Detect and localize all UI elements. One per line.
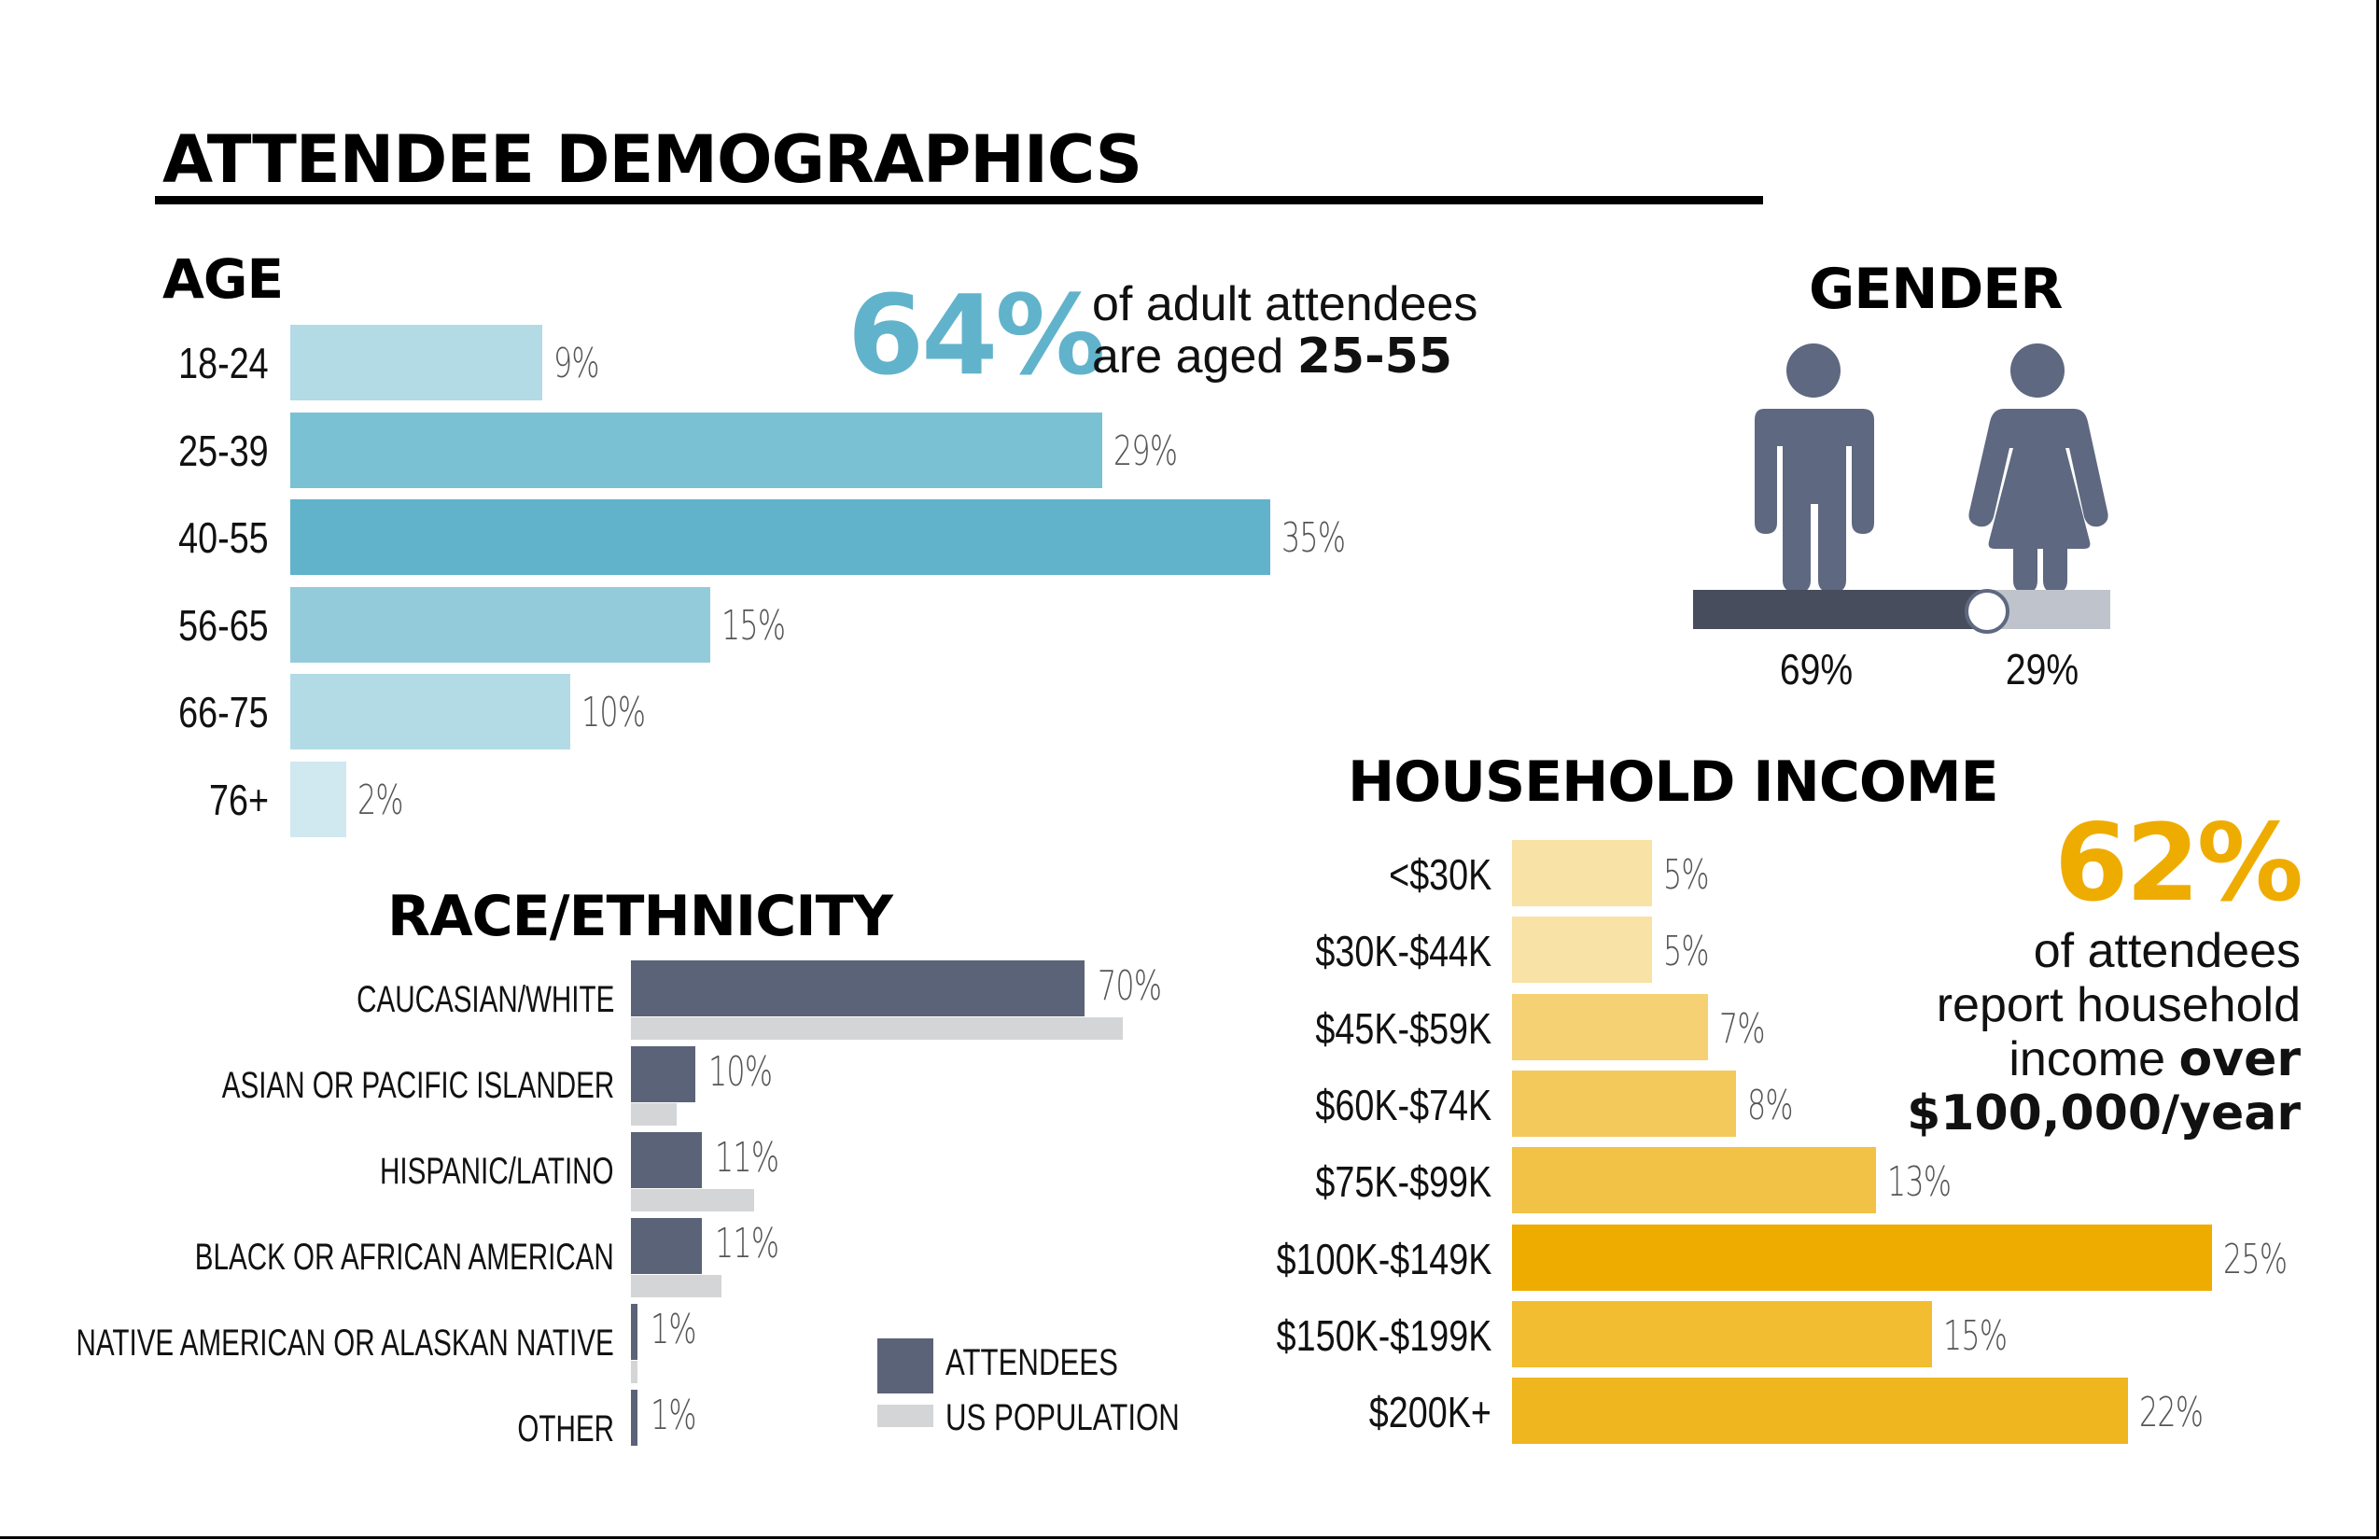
- age-callout-line2-prefix: are aged: [1092, 329, 1297, 384]
- age-bar-66-75: [290, 674, 570, 750]
- income-label-150k-199k: $150K-$199K: [1276, 1310, 1491, 1360]
- income-value-150k-199k: 15%: [1943, 1311, 2008, 1360]
- income-bar-30k: [1512, 840, 1652, 906]
- age-value-56-65: 15%: [721, 601, 786, 650]
- race-section-title: RACE/ETHNICITY: [387, 884, 893, 949]
- age-label-25-39: 25-39: [178, 426, 269, 475]
- age-label-40-55: 40-55: [178, 513, 269, 563]
- gender-split-marker: [1964, 589, 2009, 634]
- age-callout-value: 64%: [847, 271, 1105, 399]
- race-value-caucasian-white: 70%: [1097, 962, 1162, 1010]
- income-bar-75k-99k: [1512, 1147, 1876, 1214]
- income-bar-150k-199k: [1512, 1300, 1932, 1367]
- race-bar-attendees-asian-or-pacific-islander: [631, 1046, 696, 1102]
- age-bar-18-24: [290, 325, 542, 400]
- income-bar-45k-59k: [1512, 993, 1708, 1060]
- race-bar-attendees-other: [631, 1390, 637, 1446]
- race-bar-attendees-caucasian-white: [631, 960, 1085, 1016]
- race-bar-attendees-black-or-african-american: [631, 1218, 703, 1274]
- income-value-30k: 5%: [1663, 851, 1710, 899]
- legend-swatch-attendees: [877, 1338, 933, 1393]
- income-callout-line2: report household: [1936, 978, 2301, 1032]
- race-value-black-or-african-american: 11%: [715, 1220, 779, 1267]
- age-label-66-75: 66-75: [178, 688, 269, 737]
- income-value-75k-99k: 13%: [1887, 1158, 1952, 1207]
- age-label-56-65: 56-65: [178, 600, 269, 650]
- race-bar-us-black-or-african-american: [631, 1275, 722, 1297]
- gender-female-pct: 29%: [2005, 645, 2079, 693]
- age-callout-line1: of adult attendees: [1092, 277, 1478, 331]
- age-value-18-24: 9%: [553, 340, 600, 387]
- race-bar-us-native-american-or-alaskan-native: [631, 1361, 637, 1383]
- race-label-asian-or-pacific-islander: ASIAN OR PACIFIC ISLANDER: [221, 1065, 614, 1106]
- income-section-title: HOUSEHOLD INCOME: [1348, 749, 1999, 815]
- race-value-other: 1%: [650, 1392, 697, 1439]
- income-label-100k-149k: $100K-$149K: [1276, 1234, 1491, 1283]
- income-bar-200k: [1512, 1378, 2128, 1445]
- income-callout-line4: $100,000/year: [1907, 1086, 2301, 1141]
- income-bar-100k-149k: [1512, 1224, 2212, 1291]
- income-callout-text: of attendees report household income ove…: [1907, 924, 2301, 1141]
- income-callout-line1: of attendees: [2033, 924, 2301, 978]
- income-label-30k-44k: $30K-$44K: [1315, 927, 1491, 976]
- age-bar-40-55: [290, 499, 1270, 576]
- income-value-200k: 22%: [2139, 1389, 2204, 1437]
- age-bar-56-65: [290, 586, 710, 663]
- income-label-60k-74k: $60K-$74K: [1315, 1080, 1491, 1129]
- gender-bar-male: [1693, 590, 1987, 629]
- race-label-native-american-or-alaskan-native: NATIVE AMERICAN OR ALASKAN NATIVE: [76, 1323, 614, 1364]
- race-label-black-or-african-american: BLACK OR AFRICAN AMERICAN: [194, 1237, 614, 1278]
- race-bar-us-hispanic-latino: [631, 1189, 754, 1211]
- legend-label-attendees: ATTENDEES: [945, 1342, 1118, 1383]
- age-value-76: 2%: [357, 777, 404, 824]
- race-bar-attendees-native-american-or-alaskan-native: [631, 1304, 637, 1360]
- race-bar-us-asian-or-pacific-islander: [631, 1103, 677, 1126]
- race-value-hispanic-latino: 11%: [715, 1134, 779, 1182]
- age-value-40-55: 35%: [1281, 514, 1346, 563]
- gender-section-title: GENDER: [1809, 257, 2063, 322]
- female-person-icon: [1968, 343, 2108, 593]
- race-bar-attendees-hispanic-latino: [631, 1132, 703, 1188]
- age-label-18-24: 18-24: [178, 339, 269, 387]
- age-section-title: AGE: [162, 247, 284, 311]
- legend-swatch-us-population: [877, 1405, 933, 1427]
- income-bar-30k-44k: [1512, 917, 1652, 984]
- income-callout-line3-prefix: income: [2009, 1032, 2179, 1086]
- race-value-asian-or-pacific-islander: 10%: [708, 1048, 773, 1096]
- income-label-45k-59k: $45K-$59K: [1315, 1003, 1491, 1053]
- income-bar-60k-74k: [1512, 1070, 1736, 1137]
- race-bar-us-caucasian-white: [631, 1017, 1124, 1040]
- income-callout-value: 62%: [2054, 801, 2303, 925]
- income-value-30k-44k: 5%: [1663, 928, 1710, 976]
- race-label-hispanic-latino: HISPANIC/LATINO: [380, 1151, 614, 1192]
- income-value-45k-59k: 7%: [1719, 1004, 1766, 1053]
- income-value-100k-149k: 25%: [2223, 1235, 2288, 1283]
- income-value-60k-74k: 8%: [1747, 1081, 1794, 1129]
- age-label-76: 76+: [209, 776, 269, 824]
- age-callout-text: of adult attendees are aged 25-55: [1092, 278, 1477, 383]
- income-callout-line3: income over: [1907, 1032, 2301, 1086]
- legend-label-us-population: US POPULATION: [945, 1397, 1180, 1438]
- page-title: ATTENDEE DEMOGRAPHICS: [162, 121, 1142, 198]
- race-label-other: OTHER: [517, 1408, 614, 1449]
- race-value-native-american-or-alaskan-native: 1%: [650, 1306, 697, 1353]
- age-bar-25-39: [290, 412, 1102, 488]
- age-bar-76: [290, 762, 346, 837]
- income-label-75k-99k: $75K-$99K: [1315, 1157, 1491, 1207]
- title-underline: [155, 196, 1763, 204]
- gender-male-pct: 69%: [1779, 645, 1854, 693]
- age-value-66-75: 10%: [581, 689, 646, 737]
- race-label-caucasian-white: CAUCASIAN/WHITE: [356, 979, 614, 1020]
- age-value-25-39: 29%: [1113, 427, 1178, 475]
- income-callout-amount: $100,000/year: [1907, 1085, 2301, 1141]
- income-label-30k: <$30K: [1388, 850, 1491, 899]
- income-callout-over: over: [2178, 1031, 2301, 1087]
- male-person-icon: [1755, 343, 1874, 593]
- age-callout-line2: are aged 25-55: [1092, 330, 1477, 383]
- age-callout-range: 25-55: [1296, 329, 1453, 385]
- income-label-200k: $200K+: [1368, 1388, 1491, 1437]
